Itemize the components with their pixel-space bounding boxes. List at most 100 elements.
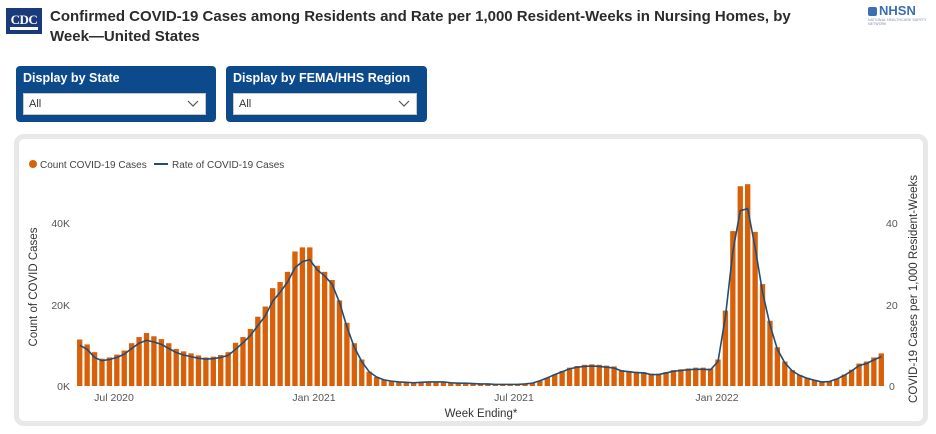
count-bar[interactable]	[440, 381, 447, 386]
region-select[interactable]: All	[233, 93, 417, 115]
count-bar[interactable]	[262, 306, 268, 387]
count-bar[interactable]	[745, 184, 751, 386]
count-bar[interactable]	[462, 383, 469, 386]
count-bar[interactable]	[500, 384, 506, 386]
count-bar[interactable]	[537, 380, 543, 386]
count-bar[interactable]	[351, 343, 357, 386]
count-bar[interactable]	[425, 381, 432, 386]
count-bar[interactable]	[121, 350, 127, 386]
count-bar[interactable]	[596, 364, 602, 386]
count-bar[interactable]	[314, 265, 320, 386]
count-bar[interactable]	[418, 382, 424, 386]
count-bar[interactable]	[804, 377, 810, 386]
count-bar[interactable]	[670, 370, 677, 386]
count-bar[interactable]	[448, 382, 454, 386]
count-bar[interactable]	[848, 369, 855, 386]
count-bar[interactable]	[678, 369, 684, 386]
count-bar[interactable]	[811, 379, 818, 386]
count-bar[interactable]	[106, 357, 113, 386]
count-bar[interactable]	[722, 310, 729, 386]
count-bar[interactable]	[203, 357, 209, 386]
count-bar[interactable]	[604, 365, 610, 386]
count-bar[interactable]	[173, 348, 179, 386]
count-bar[interactable]	[759, 284, 766, 386]
count-bar[interactable]	[477, 383, 484, 386]
count-bar[interactable]	[299, 247, 306, 386]
count-bar[interactable]	[336, 300, 343, 386]
count-bar[interactable]	[693, 367, 699, 386]
count-bar[interactable]	[633, 371, 640, 386]
count-bar[interactable]	[240, 337, 246, 386]
count-bar[interactable]	[707, 368, 714, 386]
count-bar[interactable]	[737, 186, 743, 386]
count-bar[interactable]	[863, 361, 870, 386]
count-bar[interactable]	[232, 342, 239, 386]
nhsn-logo[interactable]: NHSN NATIONAL HEALTHCARE SAFETY NETWORK	[868, 4, 928, 30]
count-bar[interactable]	[796, 374, 803, 386]
count-bar[interactable]	[114, 354, 120, 386]
count-bar[interactable]	[433, 381, 439, 386]
count-bar[interactable]	[581, 364, 588, 386]
count-bar[interactable]	[151, 336, 157, 386]
count-bar[interactable]	[700, 367, 706, 386]
count-bar[interactable]	[158, 339, 165, 386]
count-bar[interactable]	[84, 344, 90, 386]
count-bar[interactable]	[366, 371, 372, 386]
count-bar[interactable]	[826, 381, 832, 386]
count-bar[interactable]	[730, 231, 736, 386]
count-bar[interactable]	[552, 374, 558, 386]
count-bar[interactable]	[388, 381, 395, 386]
count-bar[interactable]	[136, 337, 142, 386]
count-bar[interactable]	[470, 383, 476, 386]
count-bar[interactable]	[871, 357, 877, 386]
rate-line[interactable]	[79, 207, 882, 386]
count-bar[interactable]	[195, 355, 202, 386]
count-bar[interactable]	[507, 384, 513, 386]
count-bar[interactable]	[641, 372, 647, 386]
count-bar[interactable]	[329, 280, 335, 386]
count-bar[interactable]	[752, 231, 758, 386]
chevron-down-icon[interactable]	[398, 97, 410, 109]
count-bar[interactable]	[715, 359, 721, 387]
count-bar[interactable]	[767, 320, 773, 386]
count-bar[interactable]	[188, 353, 194, 386]
count-bar[interactable]	[218, 355, 224, 386]
count-bar[interactable]	[344, 322, 350, 386]
count-bar[interactable]	[544, 377, 550, 386]
count-bar[interactable]	[255, 316, 261, 386]
cdc-logo[interactable]: CDC	[6, 8, 42, 34]
count-bar[interactable]	[663, 372, 669, 386]
count-bar[interactable]	[514, 384, 521, 386]
count-bar[interactable]	[782, 361, 788, 386]
count-bar[interactable]	[574, 366, 580, 386]
count-bar[interactable]	[225, 352, 231, 386]
count-bar[interactable]	[166, 343, 172, 386]
count-bar[interactable]	[856, 363, 862, 386]
count-bar[interactable]	[819, 381, 825, 386]
count-bar[interactable]	[655, 373, 662, 386]
count-bar[interactable]	[143, 333, 150, 386]
count-bar[interactable]	[373, 377, 380, 386]
count-bar[interactable]	[611, 366, 617, 386]
count-bar[interactable]	[841, 374, 847, 386]
count-bar[interactable]	[91, 352, 98, 386]
count-bar[interactable]	[307, 247, 313, 386]
count-bar[interactable]	[648, 373, 654, 386]
count-bar[interactable]	[284, 271, 291, 386]
count-bar[interactable]	[485, 383, 491, 386]
count-bar[interactable]	[618, 370, 625, 386]
count-bar[interactable]	[878, 353, 884, 386]
count-bar[interactable]	[522, 383, 528, 386]
count-bar[interactable]	[381, 379, 387, 386]
count-bar[interactable]	[411, 382, 417, 386]
count-bar[interactable]	[455, 383, 461, 386]
count-bar[interactable]	[403, 382, 409, 386]
count-bar[interactable]	[626, 370, 632, 386]
count-bar[interactable]	[270, 288, 276, 386]
chart[interactable]: Count COVID-19 Cases Rate of COVID-19 Ca…	[19, 139, 923, 421]
count-bar[interactable]	[210, 356, 216, 386]
count-bar[interactable]	[834, 378, 840, 386]
count-bar[interactable]	[359, 359, 365, 387]
count-bar[interactable]	[685, 368, 691, 386]
count-bar[interactable]	[292, 251, 298, 386]
